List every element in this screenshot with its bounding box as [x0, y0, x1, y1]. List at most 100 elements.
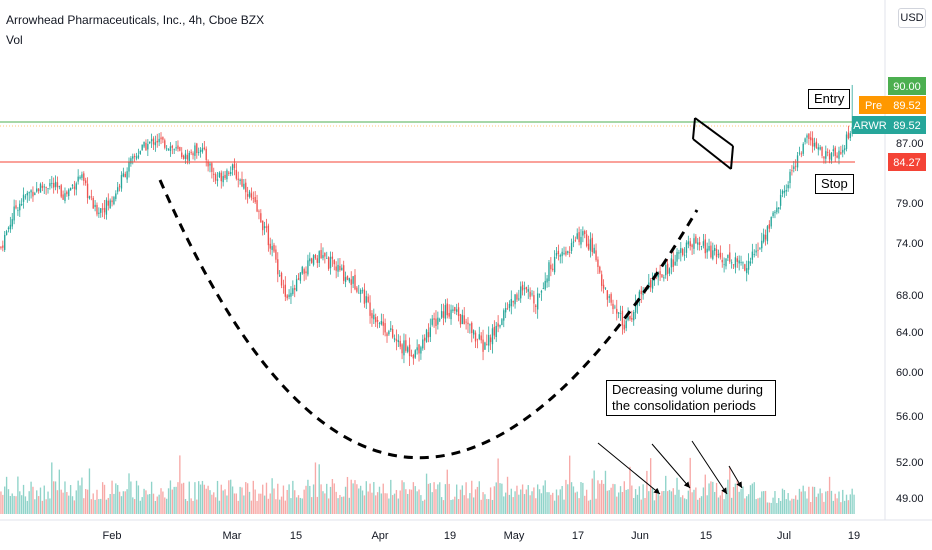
- volume-bar: [250, 500, 253, 514]
- volume-bar: [580, 482, 582, 514]
- candle-body: [431, 318, 433, 325]
- volume-bar: [557, 495, 560, 514]
- volume-bar: [369, 483, 371, 514]
- volume-bar: [96, 489, 98, 514]
- volume-bar: [331, 478, 334, 514]
- volume-bar: [610, 487, 612, 514]
- candle-body: [506, 308, 509, 310]
- candle-body: [747, 260, 750, 270]
- candle-body: [761, 240, 763, 249]
- candle-body: [536, 293, 539, 310]
- currency-button[interactable]: USD: [898, 8, 926, 28]
- candle-body: [410, 355, 413, 357]
- price-tick-label: 87.00: [896, 138, 924, 150]
- volume-bar: [111, 480, 113, 514]
- candle-body: [149, 141, 151, 144]
- volume-bar: [52, 481, 55, 514]
- volume-bar: [226, 495, 228, 514]
- candle-body: [614, 306, 616, 308]
- candle-body: [665, 264, 667, 276]
- volume-bar: [260, 493, 262, 514]
- candle-body: [555, 253, 558, 256]
- candle-body: [808, 133, 810, 140]
- volume-bar: [435, 489, 437, 514]
- candle-body: [115, 193, 117, 199]
- candle-body: [503, 310, 505, 321]
- candle-body: [463, 315, 465, 325]
- candle-body: [623, 324, 625, 330]
- volume-bar: [115, 483, 117, 514]
- candle-body: [559, 255, 561, 257]
- candle-body: [265, 226, 268, 228]
- volume-bar: [94, 499, 96, 514]
- volume-bar: [62, 492, 64, 514]
- volume-bar: [450, 499, 452, 514]
- volume-bar: [732, 487, 735, 514]
- volume-bar: [295, 497, 298, 514]
- candle-body: [437, 317, 439, 325]
- volume-bar: [761, 491, 763, 514]
- candle-body: [734, 257, 737, 268]
- volume-bar: [619, 486, 622, 514]
- volume-bar: [651, 488, 654, 514]
- candle-body: [120, 175, 123, 189]
- volume-bar: [779, 500, 782, 514]
- candle-body: [569, 252, 571, 254]
- candle-body: [160, 137, 162, 140]
- candle-body: [147, 144, 149, 150]
- volume-bar: [316, 496, 319, 514]
- volume-bar: [510, 488, 512, 514]
- candle-body: [32, 191, 34, 197]
- candle-body: [776, 207, 778, 213]
- volume-bar: [836, 498, 838, 514]
- volume-bar: [4, 486, 6, 514]
- volume-bar: [461, 485, 464, 514]
- candle-body: [638, 291, 641, 301]
- candle-body: [446, 303, 448, 316]
- candle-body: [423, 337, 426, 341]
- candle-body: [184, 153, 187, 159]
- volume-bar: [388, 498, 390, 514]
- candle-body: [145, 142, 147, 151]
- candle-body: [817, 147, 819, 150]
- volume-bar: [472, 497, 475, 514]
- volume-bar: [7, 489, 10, 514]
- candle-body: [631, 317, 633, 320]
- candle-body: [582, 231, 584, 236]
- price-label: [888, 153, 926, 171]
- volume-bar: [149, 494, 151, 514]
- candle-body: [378, 322, 381, 324]
- candle-body: [36, 188, 38, 192]
- volume-bar: [638, 486, 641, 514]
- candle-body: [211, 163, 213, 172]
- volume-bar: [284, 500, 286, 514]
- candle-body: [736, 258, 738, 262]
- volume-bar: [47, 491, 49, 514]
- volume-bar: [378, 486, 381, 514]
- volume-bar: [209, 490, 211, 514]
- candle-body: [567, 251, 569, 254]
- candle-body: [201, 148, 204, 152]
- volume-bar: [205, 488, 207, 514]
- volume-bar: [819, 488, 821, 514]
- volume-bar: [772, 497, 774, 514]
- price-label: [888, 96, 926, 114]
- price-label-tag-text: ARWR: [853, 120, 886, 132]
- candle-body: [51, 182, 53, 184]
- volume-bar: [437, 484, 439, 514]
- candle-body: [263, 226, 266, 229]
- volume-bar: [659, 495, 661, 514]
- candle-body: [356, 287, 358, 292]
- candle-body: [450, 309, 452, 320]
- volume-bar: [501, 483, 503, 514]
- candle-body: [273, 244, 275, 252]
- candle-body: [813, 142, 816, 147]
- candle-body: [651, 279, 654, 289]
- candle-body: [429, 327, 432, 337]
- volume-bar: [552, 492, 554, 514]
- volume-bar: [644, 497, 646, 514]
- candle-body: [488, 334, 490, 346]
- volume-legend: Vol: [6, 33, 23, 47]
- candle-body: [465, 321, 467, 323]
